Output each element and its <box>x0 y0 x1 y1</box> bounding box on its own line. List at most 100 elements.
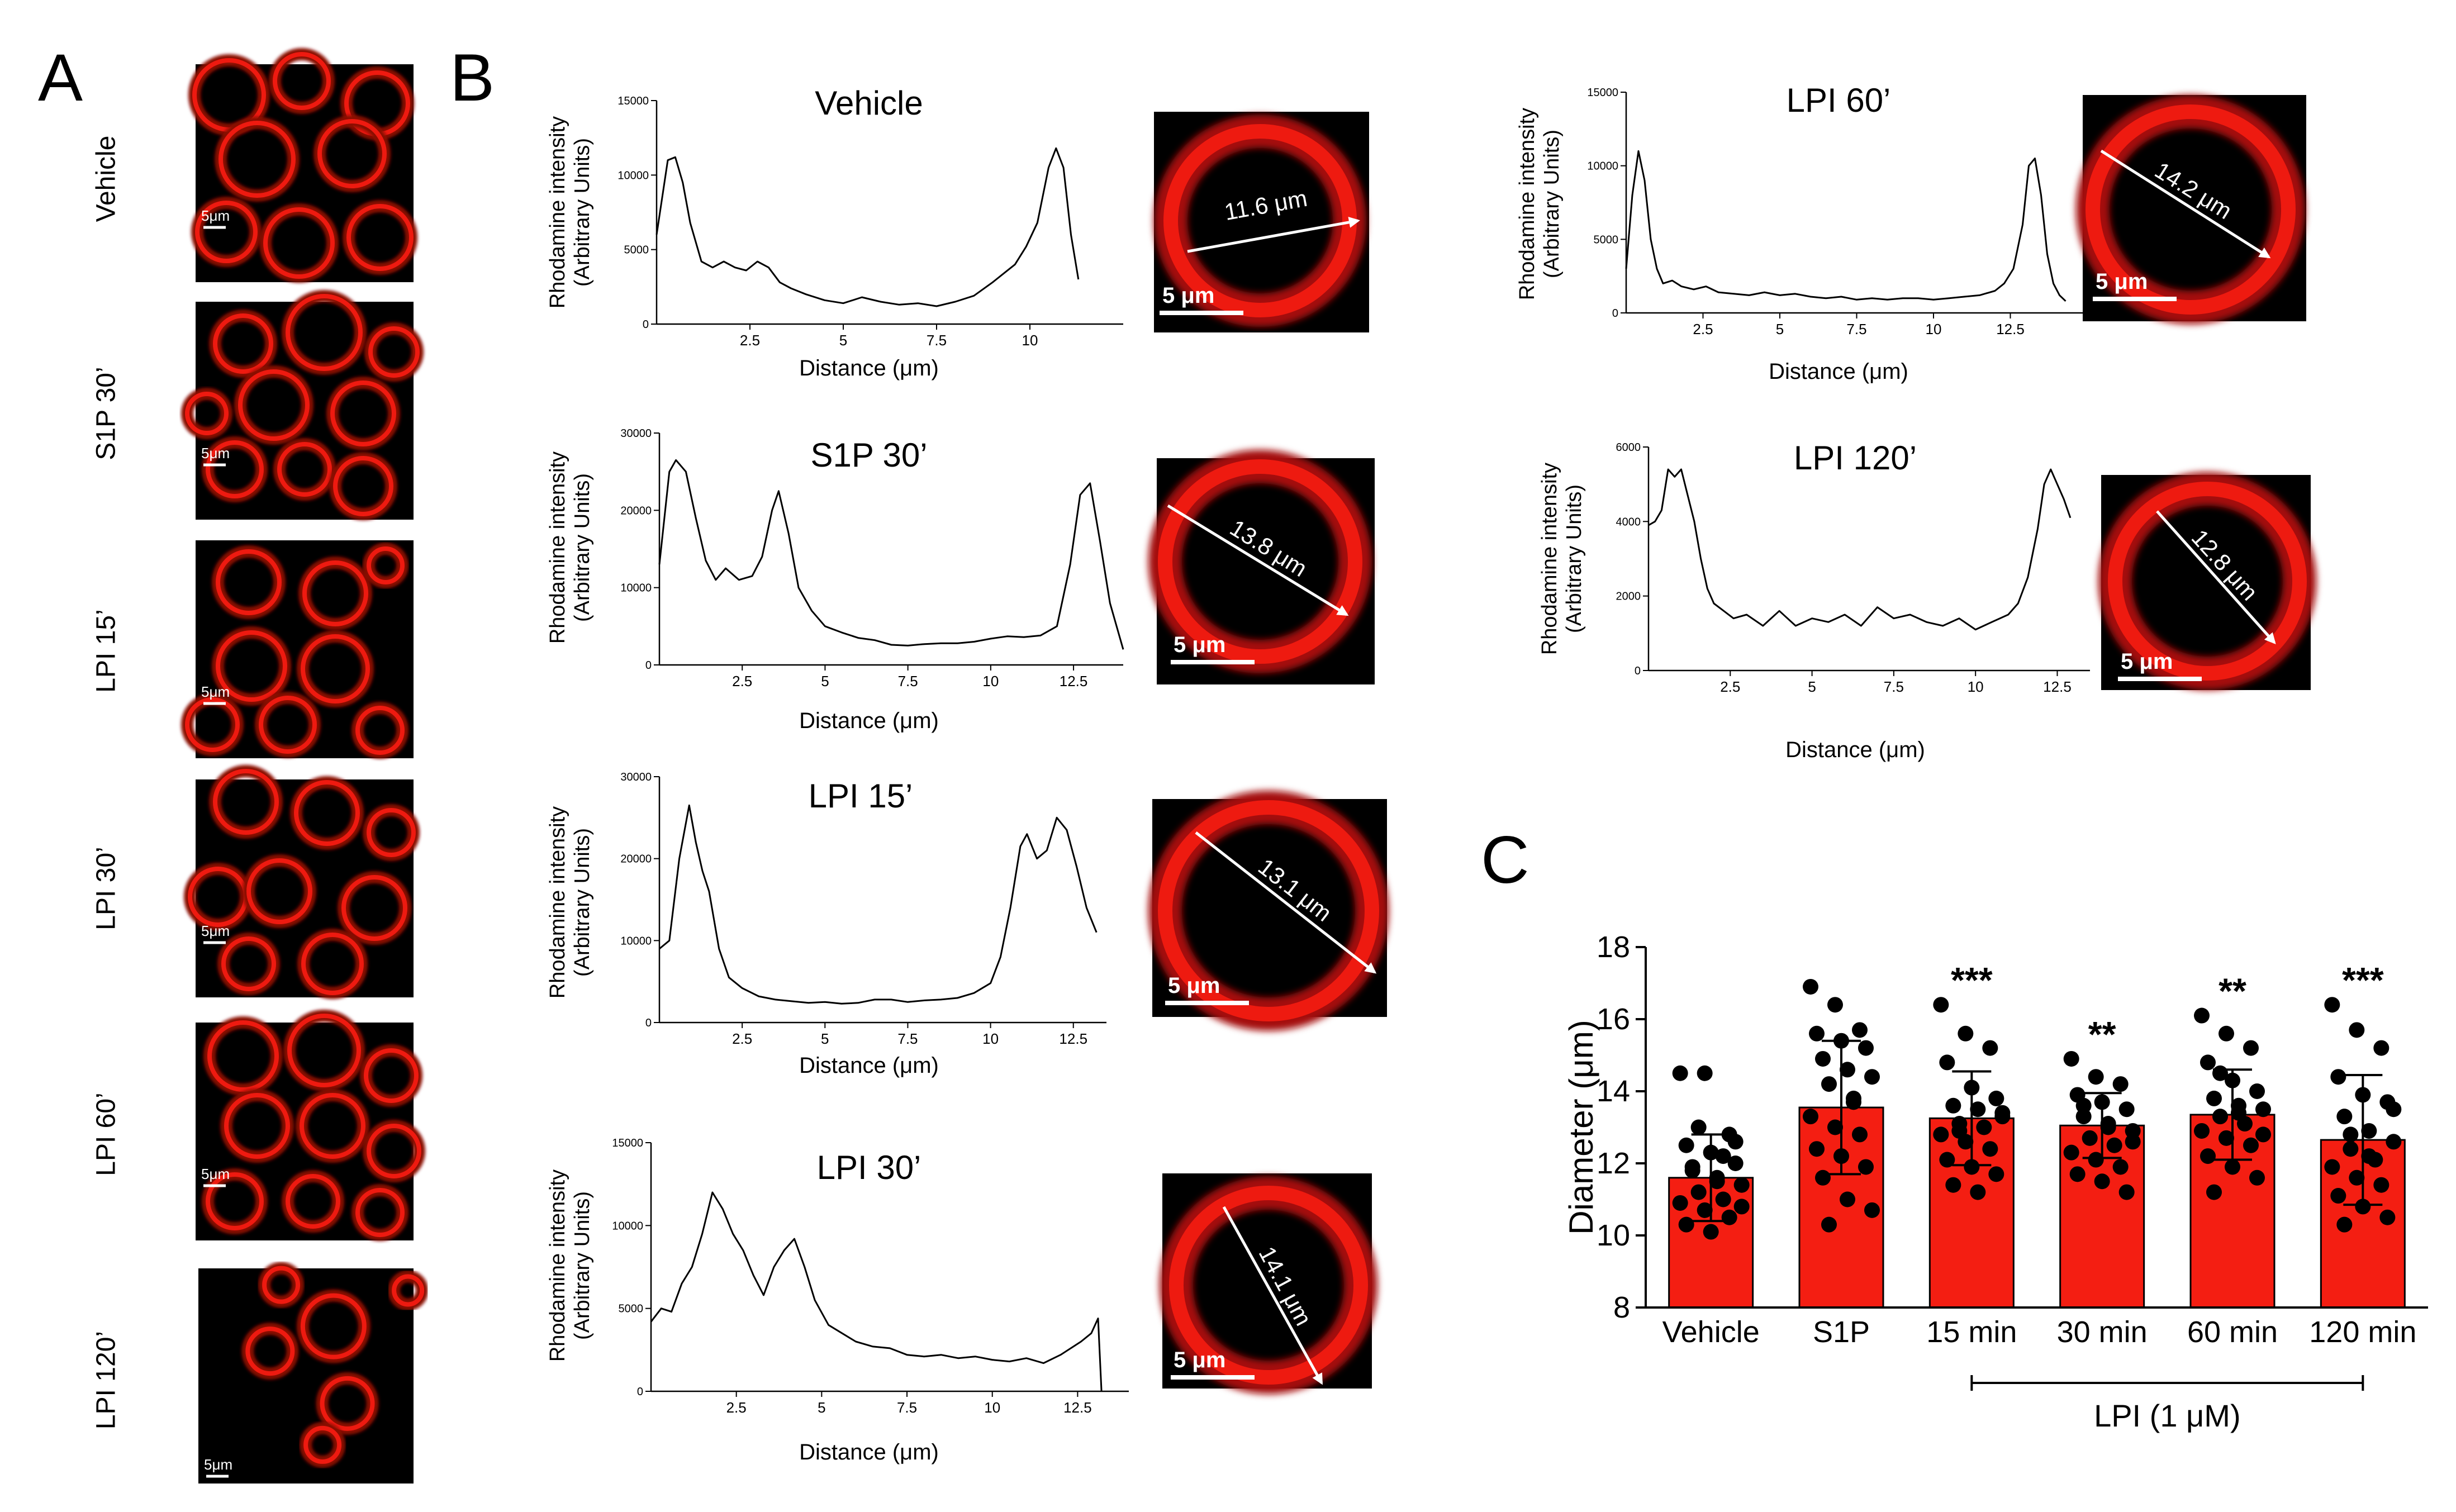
micrograph-a-0: 5μm <box>188 48 417 283</box>
data-point <box>2330 1188 2346 1204</box>
data-point <box>2094 1173 2110 1190</box>
scale-label: 5 μm <box>2121 649 2173 674</box>
y-tick-label: 6000 <box>1616 441 1641 454</box>
data-point <box>1827 1119 1843 1135</box>
y-tick-label: 10000 <box>620 935 652 947</box>
data-point <box>2355 1199 2371 1215</box>
group-label: LPI (1 μM) <box>2094 1398 2241 1433</box>
cell-membrane <box>185 392 229 435</box>
data-point <box>2082 1130 2098 1146</box>
cell-membrane <box>294 780 360 846</box>
cell-membrane <box>246 858 312 924</box>
data-point <box>1809 1025 1825 1042</box>
cell-membrane <box>218 121 296 198</box>
cell-membrane <box>367 546 405 584</box>
x-axis-label: Distance (μm) <box>1785 738 1925 762</box>
data-point <box>2373 1040 2390 1056</box>
cell-membrane <box>273 52 331 110</box>
y-axis-label-line: (Arbitrary Units) <box>571 828 594 977</box>
data-point <box>1864 1202 1880 1218</box>
data-point <box>2373 1177 2390 1193</box>
cell-membrane <box>216 549 282 615</box>
diameter-arrow <box>1222 1206 1323 1385</box>
x-axis-label: Distance (μm) <box>799 709 939 733</box>
intensity-line <box>650 1191 1103 1392</box>
x-tick-label: Vehicle <box>1662 1315 1760 1349</box>
panel-letter-a: A <box>38 40 83 115</box>
line-chart-4: 0 5000 10000 15000 2.5 5 7.5 10 12.5 LPI 60’ Dista… <box>1516 82 2087 384</box>
data-point <box>1815 1050 1831 1067</box>
y-tick-label: 8 <box>1613 1291 1630 1324</box>
x-tick-label: 7.5 <box>1846 321 1866 337</box>
x-tick-label: 12.5 <box>2043 678 2072 695</box>
cell-membrane <box>245 1326 295 1376</box>
micrograph-a-2: 5μm <box>181 540 414 759</box>
intensity-line <box>655 147 1080 307</box>
data-point <box>2063 1144 2079 1161</box>
micrograph-b-0: 11.6 μm5 μm <box>1154 112 1369 332</box>
data-point <box>1864 1069 1880 1085</box>
x-tick-label: S1P <box>1813 1315 1870 1349</box>
cell-membrane <box>364 1048 419 1103</box>
chart-title: LPI 60’ <box>1787 82 1891 119</box>
micrograph-b-2: 13.1 μm5 μm <box>1148 791 1389 1031</box>
x-tick-label: 5 <box>821 673 829 690</box>
x-tick-label: 5 <box>839 332 847 349</box>
data-point <box>1970 1184 1986 1200</box>
panel-letter-c: C <box>1481 822 1529 897</box>
data-point <box>1827 997 1843 1013</box>
x-axis-label: Distance (μm) <box>799 1053 939 1078</box>
y-axis-label-line: (Arbitrary Units) <box>1562 484 1586 633</box>
scale-label: 5 μm <box>1174 633 1225 657</box>
data-point <box>1684 1159 1700 1175</box>
data-point <box>1846 1090 1861 1106</box>
cell-membrane <box>346 204 414 271</box>
data-point <box>2075 1097 2092 1114</box>
data-point <box>1803 1109 1818 1125</box>
data-point <box>1840 1191 1855 1207</box>
data-point <box>1933 997 1949 1013</box>
data-point <box>2112 1076 2129 1092</box>
data-point <box>1709 1169 1725 1186</box>
cell-membrane <box>1158 459 1362 664</box>
data-point <box>1715 1148 1731 1164</box>
data-point <box>2118 1101 2135 1118</box>
x-tick-label: 10 <box>984 1399 1000 1416</box>
scale-label: 5μm <box>204 1456 232 1473</box>
cell-membrane <box>286 1174 340 1229</box>
y-tick-label: 0 <box>1612 307 1618 320</box>
x-tick-label: 12.5 <box>1059 1030 1087 1047</box>
significance-mark: ** <box>2219 971 2246 1011</box>
data-point <box>1672 1195 1688 1211</box>
x-tick-label: 2.5 <box>732 673 752 690</box>
y-axis-label-line: Rhodamine intensity <box>546 1169 569 1362</box>
data-point <box>1988 1166 2004 1182</box>
data-point <box>2206 1090 2222 1106</box>
data-point <box>1982 1141 1998 1157</box>
y-tick-label: 5000 <box>1594 234 1619 246</box>
data-point <box>2349 1022 2365 1038</box>
data-point <box>2255 1101 2271 1118</box>
y-axis-label-line: Rhodamine intensity <box>1538 463 1561 655</box>
cell-membrane <box>216 630 287 702</box>
chart-title: S1P 30’ <box>810 436 927 474</box>
y-axis-label: Rhodamine intensity(Arbitrary Units) <box>546 451 594 644</box>
cell-membrane <box>206 1172 264 1230</box>
y-axis-label-line: (Arbitrary Units) <box>571 138 594 287</box>
data-point <box>1958 1025 1974 1042</box>
data-point <box>2088 1069 2104 1085</box>
y-tick-label: 30000 <box>620 771 652 783</box>
line-chart-0: 0 5000 10000 15000 2.5 5 7.5 10 Vehicle Distance … <box>546 84 1123 381</box>
data-point <box>1933 1126 1949 1143</box>
x-tick-label: 7.5 <box>897 1399 917 1416</box>
cell-membrane <box>302 560 368 626</box>
y-tick-label: 2000 <box>1616 591 1641 603</box>
data-point <box>2125 1123 2141 1139</box>
data-point <box>2330 1069 2346 1085</box>
intensity-line <box>659 804 1098 1005</box>
y-tick-label: 0 <box>1635 665 1641 677</box>
data-point <box>2063 1050 2079 1067</box>
data-point <box>1945 1097 1961 1114</box>
data-point <box>1815 1169 1831 1186</box>
data-point <box>2336 1216 2353 1233</box>
